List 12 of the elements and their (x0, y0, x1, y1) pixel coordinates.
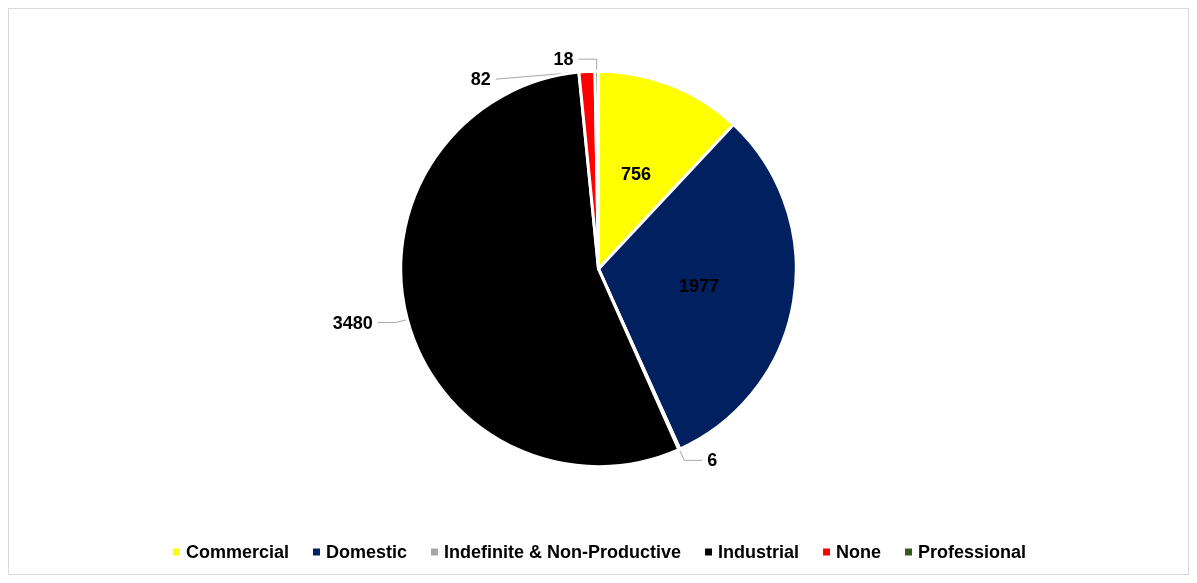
legend-label: Commercial (185, 542, 289, 562)
legend-label: Indefinite & Non-Productive (444, 542, 682, 562)
data-label: 3480 (332, 312, 373, 333)
legend-label: Domestic (325, 542, 408, 562)
data-label: 756 (620, 164, 651, 185)
data-label: 82 (470, 69, 491, 90)
data-label: 1977 (678, 275, 720, 296)
legend-label: Professional (918, 542, 1027, 562)
legend-label: None (836, 542, 882, 562)
data-label: 18 (553, 49, 574, 70)
legend-label: Industrial (718, 542, 800, 562)
data-label: 6 (707, 450, 718, 471)
